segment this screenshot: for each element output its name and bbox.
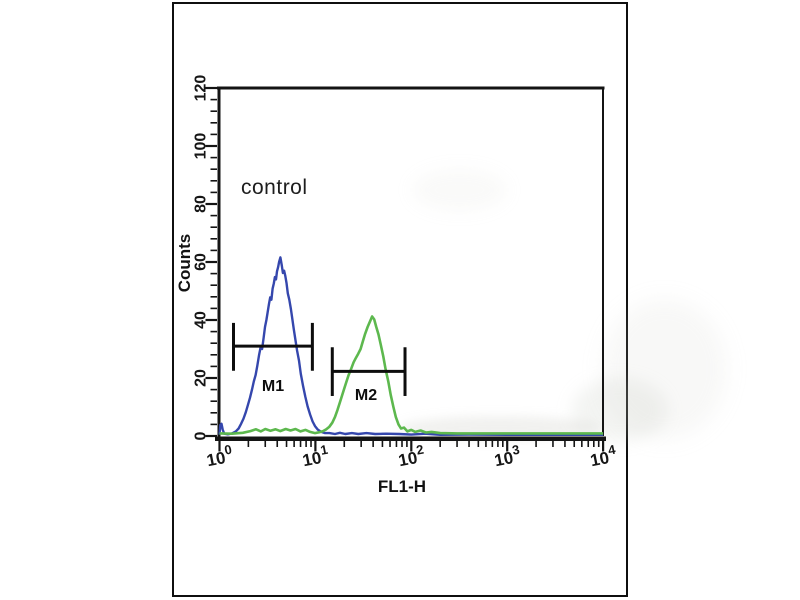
y-tick-label: 20 — [193, 369, 210, 387]
x-tick-label: 100 — [204, 442, 235, 471]
curve-sample-green — [219, 315, 604, 435]
control-annotation: control — [241, 176, 308, 199]
y-axis-title: Counts — [175, 234, 194, 293]
axis-ticks: 0 20 40 60 80 100 120 100 101 102 103 104 — [193, 75, 619, 471]
curve-control-blue — [218, 256, 604, 436]
y-tick-label: 0 — [193, 431, 210, 440]
y-tick-label: 60 — [193, 253, 210, 271]
gate-marker-lines — [232, 322, 407, 396]
x-tick-label: 103 — [492, 442, 523, 471]
x-tick-label: 104 — [588, 442, 619, 471]
y-tick-label: 80 — [193, 195, 210, 213]
x-tick-label: 101 — [300, 442, 331, 471]
y-tick-label: 100 — [193, 133, 210, 160]
y-tick-label: 40 — [193, 311, 210, 329]
x-tick-label: 102 — [396, 442, 427, 471]
plot-frame — [215, 86, 606, 442]
gate-m2-label: M2 — [355, 387, 377, 404]
histogram-curves — [218, 256, 604, 436]
gate-m1-label: M1 — [262, 378, 284, 395]
y-tick-label: 120 — [193, 75, 210, 102]
x-axis-title: FL1-H — [378, 477, 426, 496]
